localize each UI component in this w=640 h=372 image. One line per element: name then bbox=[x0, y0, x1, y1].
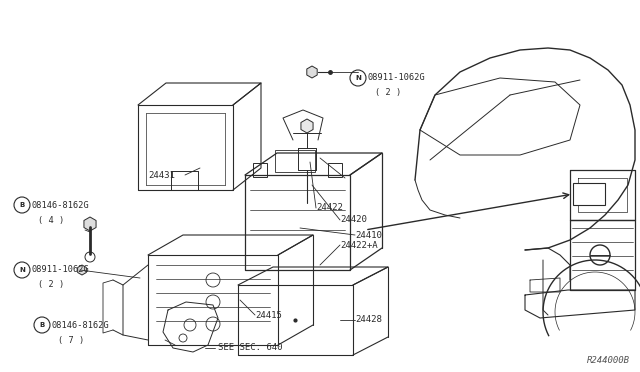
Text: 24428: 24428 bbox=[355, 315, 382, 324]
Text: R244000B: R244000B bbox=[587, 356, 630, 365]
Text: 24422+A: 24422+A bbox=[340, 241, 378, 250]
Text: ( 4 ): ( 4 ) bbox=[38, 215, 64, 224]
Text: B: B bbox=[19, 202, 24, 208]
Text: ( 7 ): ( 7 ) bbox=[58, 336, 84, 344]
Text: 08146-8162G: 08146-8162G bbox=[52, 321, 109, 330]
Text: B: B bbox=[587, 191, 591, 197]
Text: 24422: 24422 bbox=[316, 203, 343, 212]
Text: N: N bbox=[19, 267, 25, 273]
Text: ( 2 ): ( 2 ) bbox=[38, 280, 64, 289]
Bar bbox=[253, 163, 267, 177]
Text: 08146-8162G: 08146-8162G bbox=[32, 201, 90, 209]
Text: SEE SEC. 640: SEE SEC. 640 bbox=[218, 343, 282, 353]
Text: B: B bbox=[40, 322, 45, 328]
Bar bbox=[328, 163, 342, 177]
Text: 08911-1062G: 08911-1062G bbox=[368, 74, 426, 83]
Text: 24431: 24431 bbox=[148, 170, 175, 180]
Text: 24410: 24410 bbox=[355, 231, 382, 240]
Bar bbox=[275, 150, 315, 172]
Text: N: N bbox=[355, 75, 361, 81]
Text: 08911-1062G: 08911-1062G bbox=[32, 266, 90, 275]
Text: 24420: 24420 bbox=[340, 215, 367, 224]
Text: 24415: 24415 bbox=[255, 311, 282, 320]
Text: ( 2 ): ( 2 ) bbox=[375, 89, 401, 97]
Bar bbox=[573, 183, 605, 205]
